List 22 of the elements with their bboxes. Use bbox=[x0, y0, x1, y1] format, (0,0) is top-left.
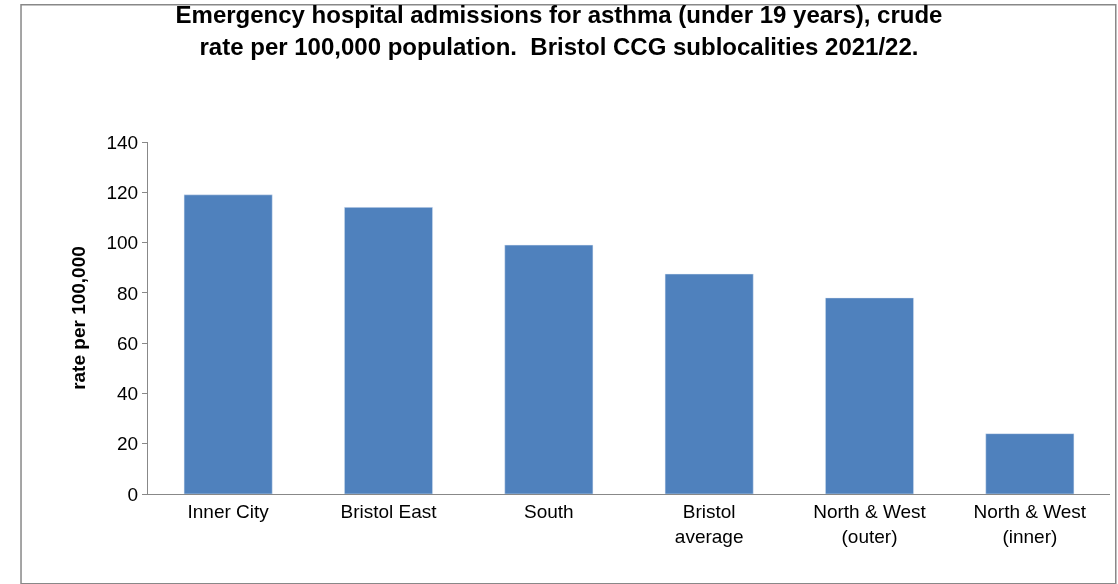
chart-title: Emergency hospital admissions for asthma (under 19 years), crude rate per 100,000 population. Bristol CCG sublocalities 2021/22. bbox=[175, 1, 943, 60]
x-tick-label: Inner City bbox=[187, 500, 270, 522]
y-tick-label: 140 bbox=[106, 131, 139, 153]
x-tick-label: Bristol average bbox=[674, 500, 744, 547]
bar bbox=[504, 244, 594, 494]
x-tick-label: North & West (inner) bbox=[973, 500, 1087, 547]
y-tick-label: 120 bbox=[106, 181, 139, 203]
bar bbox=[985, 433, 1075, 494]
bar bbox=[825, 297, 914, 494]
bar bbox=[664, 273, 754, 494]
y-axis-title: rate per 100,000 bbox=[68, 246, 90, 390]
y-tick-label: 100 bbox=[106, 232, 139, 254]
y-tick-label: 40 bbox=[117, 383, 139, 405]
bar bbox=[344, 207, 433, 494]
y-tick-label: 60 bbox=[117, 332, 139, 354]
y-tick-label: 80 bbox=[117, 282, 139, 304]
x-tick-label: Bristol East bbox=[340, 500, 438, 522]
x-tick-label: South bbox=[524, 500, 574, 522]
y-tick-label: 0 bbox=[127, 483, 139, 505]
x-tick-label: North & West (outer) bbox=[813, 500, 927, 547]
y-tick-label: 20 bbox=[117, 433, 139, 455]
bar bbox=[183, 194, 273, 494]
